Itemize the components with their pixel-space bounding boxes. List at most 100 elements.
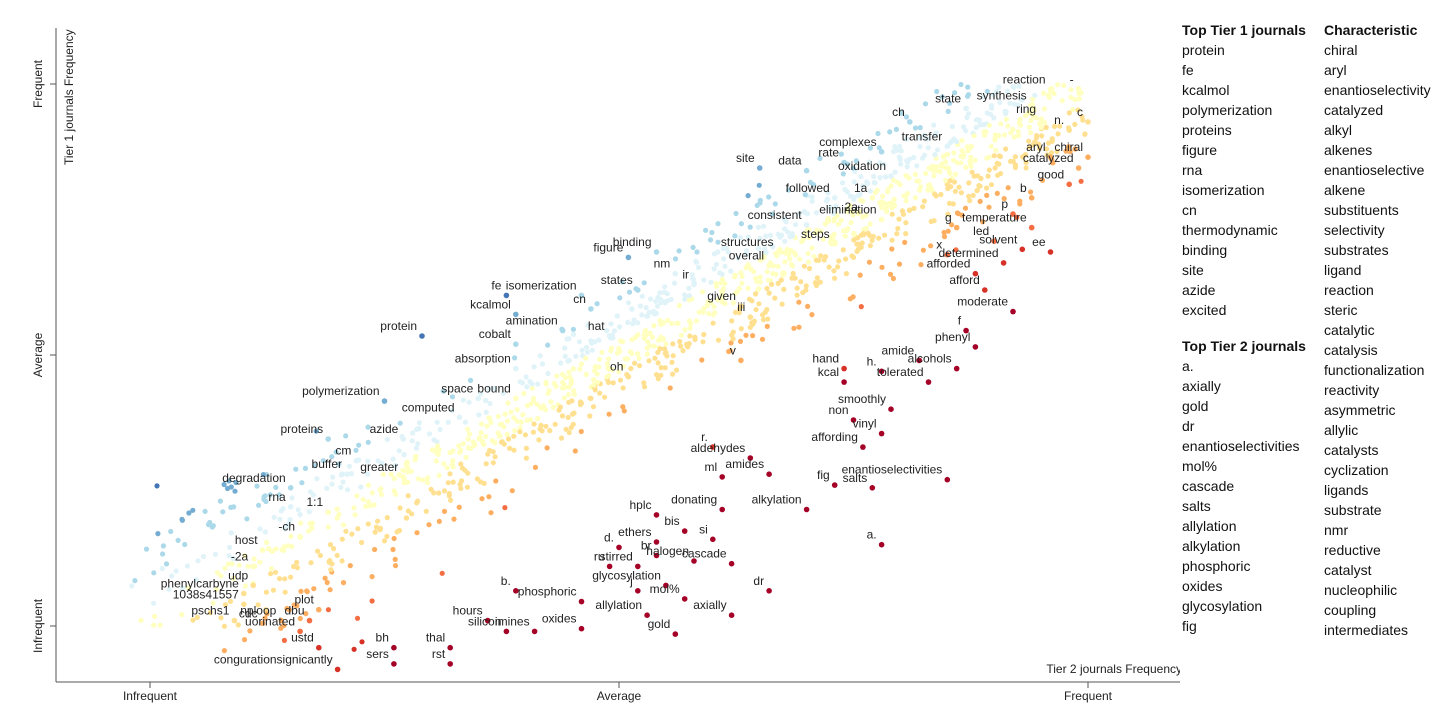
labeled-term-point[interactable]	[972, 270, 979, 277]
labeled-term-point[interactable]	[653, 249, 660, 255]
labeled-term-point[interactable]	[588, 306, 594, 312]
labeled-term-point[interactable]	[297, 628, 303, 635]
labeled-term-point[interactable]	[503, 628, 510, 635]
labeled-term-point[interactable]	[878, 149, 885, 155]
labeled-term-point[interactable]	[681, 528, 688, 534]
labeled-term-point[interactable]	[381, 398, 388, 404]
labeled-term-point[interactable]	[616, 544, 622, 551]
labeled-term-point[interactable]	[306, 617, 313, 624]
labeled-term-point[interactable]	[344, 471, 350, 478]
labeled-term-point[interactable]	[672, 631, 679, 637]
labeled-term-point[interactable]	[1028, 195, 1035, 201]
labeled-term-point[interactable]	[747, 455, 754, 461]
labeled-term-point[interactable]	[878, 430, 885, 437]
labeled-term-point[interactable]	[944, 143, 951, 150]
labeled-term-point[interactable]	[391, 661, 397, 667]
labeled-term-point[interactable]	[878, 216, 885, 223]
labeled-term-point[interactable]	[578, 598, 585, 605]
labeled-term-point[interactable]	[606, 333, 613, 339]
labeled-term-point[interactable]	[766, 471, 772, 478]
labeled-term-point[interactable]	[841, 159, 847, 166]
labeled-term-point[interactable]	[578, 292, 585, 299]
labeled-term-point[interactable]	[710, 444, 716, 450]
labeled-term-point[interactable]	[513, 341, 519, 348]
labeled-term-point[interactable]	[1000, 260, 1007, 266]
labeled-term-point[interactable]	[1047, 249, 1054, 255]
labeled-term-point[interactable]	[944, 251, 951, 258]
labeled-term-point[interactable]	[456, 414, 463, 421]
labeled-term-point[interactable]	[953, 224, 960, 231]
labeled-term-point[interactable]	[803, 167, 810, 174]
labeled-term-point[interactable]	[719, 474, 725, 480]
labeled-term-point[interactable]	[625, 254, 632, 261]
labeled-term-point[interactable]	[691, 558, 697, 564]
labeled-term-point[interactable]	[672, 270, 679, 277]
labeled-term-point[interactable]	[400, 474, 407, 480]
labeled-term-point[interactable]	[775, 249, 782, 255]
labeled-term-point[interactable]	[635, 563, 641, 570]
labeled-term-point[interactable]	[231, 617, 238, 624]
labeled-term-point[interactable]	[625, 373, 632, 380]
labeled-term-point[interactable]	[635, 588, 641, 594]
labeled-term-point[interactable]	[259, 547, 266, 553]
labeled-term-point[interactable]	[513, 395, 519, 402]
labeled-term-point[interactable]	[869, 485, 876, 491]
labeled-term-point[interactable]	[484, 617, 491, 624]
labeled-term-point[interactable]	[878, 541, 885, 548]
labeled-term-point[interactable]	[513, 311, 519, 318]
labeled-term-point[interactable]	[691, 281, 697, 288]
labeled-term-point[interactable]	[513, 365, 519, 372]
labeled-term-point[interactable]	[1047, 154, 1054, 160]
labeled-term-point[interactable]	[1010, 211, 1016, 217]
labeled-term-point[interactable]	[803, 506, 810, 513]
labeled-term-point[interactable]	[1075, 165, 1082, 171]
labeled-term-point[interactable]	[850, 417, 857, 423]
labeled-term-point[interactable]	[953, 365, 960, 372]
labeled-term-point[interactable]	[1038, 116, 1044, 122]
labeled-term-point[interactable]	[644, 612, 650, 618]
labeled-term-point[interactable]	[1085, 154, 1091, 160]
labeled-term-point[interactable]	[250, 582, 256, 589]
labeled-term-point[interactable]	[831, 195, 838, 201]
labeled-term-point[interactable]	[447, 644, 454, 651]
labeled-term-point[interactable]	[391, 644, 397, 651]
labeled-term-point[interactable]	[635, 287, 641, 293]
labeled-term-point[interactable]	[860, 214, 866, 220]
labeled-term-point[interactable]	[1075, 86, 1082, 93]
labeled-term-point[interactable]	[907, 119, 913, 125]
labeled-term-point[interactable]	[475, 395, 482, 402]
labeled-term-point[interactable]	[287, 485, 294, 491]
labeled-term-point[interactable]	[944, 476, 951, 483]
labeled-term-point[interactable]	[831, 482, 838, 488]
labeled-term-point[interactable]	[1047, 86, 1054, 93]
labeled-term-point[interactable]	[1085, 119, 1091, 125]
labeled-term-point[interactable]	[287, 504, 294, 510]
labeled-term-point[interactable]	[681, 596, 688, 602]
labeled-term-point[interactable]	[719, 506, 725, 513]
labeled-term-point[interactable]	[831, 241, 838, 247]
labeled-term-point[interactable]	[738, 303, 744, 310]
labeled-term-point[interactable]	[710, 536, 716, 543]
labeled-term-point[interactable]	[888, 173, 894, 179]
labeled-term-point[interactable]	[325, 436, 332, 442]
labeled-term-point[interactable]	[1028, 102, 1035, 109]
labeled-term-point[interactable]	[747, 314, 754, 320]
labeled-term-point[interactable]	[1019, 246, 1026, 253]
labeled-term-point[interactable]	[916, 357, 922, 364]
labeled-term-point[interactable]	[241, 601, 247, 608]
labeled-term-point[interactable]	[963, 105, 969, 112]
labeled-term-point[interactable]	[513, 588, 519, 594]
labeled-term-point[interactable]	[766, 262, 772, 269]
labeled-term-point[interactable]	[400, 436, 407, 442]
labeled-term-point[interactable]	[259, 620, 266, 627]
labeled-term-point[interactable]	[925, 379, 932, 385]
labeled-term-point[interactable]	[316, 644, 322, 651]
labeled-term-point[interactable]	[250, 563, 256, 570]
labeled-term-point[interactable]	[878, 368, 885, 375]
labeled-term-point[interactable]	[1066, 181, 1072, 188]
labeled-term-point[interactable]	[841, 365, 847, 372]
labeled-term-point[interactable]	[766, 588, 772, 594]
labeled-term-point[interactable]	[241, 590, 247, 597]
labeled-term-point[interactable]	[888, 406, 894, 413]
labeled-term-point[interactable]	[1010, 308, 1016, 315]
